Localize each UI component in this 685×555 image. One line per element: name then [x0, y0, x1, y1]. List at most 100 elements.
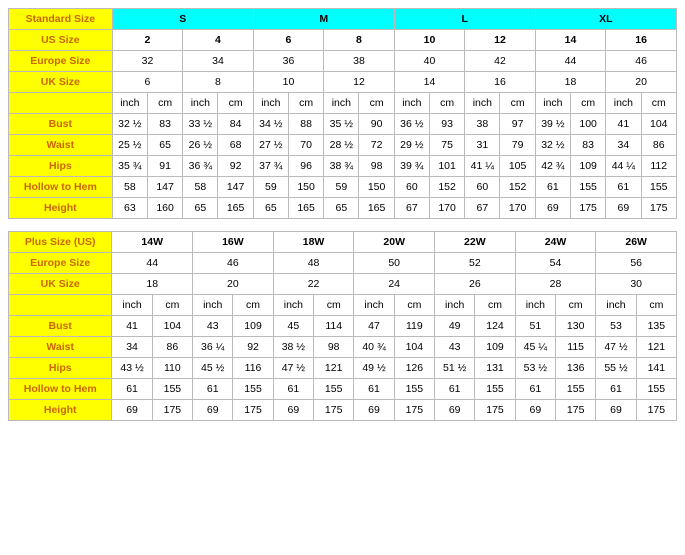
data-cell: 47 ½	[273, 358, 313, 379]
eu-size-cell: 50	[354, 253, 435, 274]
data-cell: 115	[556, 337, 596, 358]
data-cell: 88	[288, 114, 323, 135]
uk-size-cell: 28	[515, 274, 596, 295]
label-plus-size: Plus Size (US)	[9, 232, 112, 253]
data-cell: 135	[636, 316, 676, 337]
plus-size-cell: 18W	[273, 232, 354, 253]
data-cell: 69	[112, 400, 152, 421]
data-cell: 119	[394, 316, 434, 337]
data-cell: 101	[429, 156, 464, 177]
data-cell: 114	[314, 316, 354, 337]
data-cell: 33 ½	[183, 114, 218, 135]
height-row: Height 691756917569175691756917569175691…	[9, 400, 677, 421]
data-cell: 79	[500, 135, 535, 156]
data-cell: 61	[435, 379, 475, 400]
data-cell: 96	[288, 156, 323, 177]
label-us-size: US Size	[9, 30, 113, 51]
data-cell: 41	[112, 316, 152, 337]
data-cell: 38	[465, 114, 500, 135]
data-cell: 36 ¼	[193, 337, 233, 358]
uk-size-cell: 14	[394, 72, 465, 93]
unit-cell: cm	[218, 93, 253, 114]
data-cell: 72	[359, 135, 394, 156]
data-cell: 116	[233, 358, 273, 379]
data-cell: 93	[429, 114, 464, 135]
eu-size-cell: 40	[394, 51, 465, 72]
data-cell: 100	[571, 114, 606, 135]
data-cell: 69	[606, 198, 641, 219]
data-cell: 75	[429, 135, 464, 156]
europe-size-row: Europe Size 44 46 48 50 52 54 56	[9, 253, 677, 274]
data-cell: 32 ½	[535, 135, 570, 156]
unit-cell: cm	[152, 295, 192, 316]
data-cell: 155	[556, 379, 596, 400]
uk-size-cell: 22	[273, 274, 354, 295]
data-cell: 84	[218, 114, 253, 135]
uk-size-cell: 30	[596, 274, 677, 295]
std-size-cell: XL	[535, 9, 676, 30]
data-cell: 31	[465, 135, 500, 156]
data-cell: 175	[556, 400, 596, 421]
data-cell: 49	[435, 316, 475, 337]
data-cell: 130	[556, 316, 596, 337]
eu-size-cell: 44	[112, 253, 193, 274]
unit-cell: cm	[314, 295, 354, 316]
unit-cell: cm	[288, 93, 323, 114]
data-cell: 155	[314, 379, 354, 400]
data-cell: 34 ½	[253, 114, 288, 135]
data-cell: 49 ½	[354, 358, 394, 379]
data-cell: 69	[193, 400, 233, 421]
data-cell: 141	[636, 358, 676, 379]
plus-size-cell: 16W	[193, 232, 274, 253]
label-europe-size: Europe Size	[9, 51, 113, 72]
data-cell: 109	[475, 337, 515, 358]
data-cell: 63	[112, 198, 147, 219]
data-cell: 35 ¾	[112, 156, 147, 177]
std-size-cell: L	[394, 9, 535, 30]
data-cell: 38 ¾	[324, 156, 359, 177]
data-cell: 170	[429, 198, 464, 219]
data-cell: 112	[641, 156, 676, 177]
label-hips: Hips	[9, 156, 113, 177]
hips-row: Hips 35 ¾9136 ¾9237 ¾9638 ¾9839 ¾10141 ¼…	[9, 156, 677, 177]
data-cell: 121	[314, 358, 354, 379]
data-cell: 67	[394, 198, 429, 219]
data-cell: 61	[596, 379, 636, 400]
data-cell: 45 ¼	[515, 337, 555, 358]
label-height: Height	[9, 400, 112, 421]
data-cell: 25 ½	[112, 135, 147, 156]
unit-cell: inch	[112, 93, 147, 114]
eu-size-cell: 46	[193, 253, 274, 274]
data-cell: 61	[515, 379, 555, 400]
us-size-cell: 8	[324, 30, 395, 51]
data-cell: 29 ½	[394, 135, 429, 156]
uk-size-cell: 26	[435, 274, 516, 295]
bust-row: Bust 41104431094511447119491245113053135	[9, 316, 677, 337]
plus-size-cell: 14W	[112, 232, 193, 253]
uk-size-row: UK Size 18 20 22 24 26 28 30	[9, 274, 677, 295]
data-cell: 136	[556, 358, 596, 379]
hips-row: Hips 43 ½11045 ½11647 ½12149 ½12651 ½131…	[9, 358, 677, 379]
unit-cell: cm	[147, 93, 182, 114]
unit-cell: cm	[475, 295, 515, 316]
unit-cell: inch	[596, 295, 636, 316]
height-row: Height 631606516565165651656717067170691…	[9, 198, 677, 219]
data-cell: 150	[288, 177, 323, 198]
unit-cell: inch	[324, 93, 359, 114]
data-cell: 36 ¾	[183, 156, 218, 177]
hollow-row: Hollow to Hem 61155611556115561155611556…	[9, 379, 677, 400]
data-cell: 39 ¾	[394, 156, 429, 177]
data-cell: 53	[596, 316, 636, 337]
data-cell: 175	[152, 400, 192, 421]
data-cell: 175	[475, 400, 515, 421]
label-waist: Waist	[9, 337, 112, 358]
data-cell: 175	[571, 198, 606, 219]
data-cell: 65	[147, 135, 182, 156]
label-empty	[9, 93, 113, 114]
label-bust: Bust	[9, 316, 112, 337]
unit-cell: inch	[465, 93, 500, 114]
us-size-cell: 6	[253, 30, 324, 51]
data-cell: 26 ½	[183, 135, 218, 156]
unit-cell: inch	[273, 295, 313, 316]
data-cell: 45	[273, 316, 313, 337]
